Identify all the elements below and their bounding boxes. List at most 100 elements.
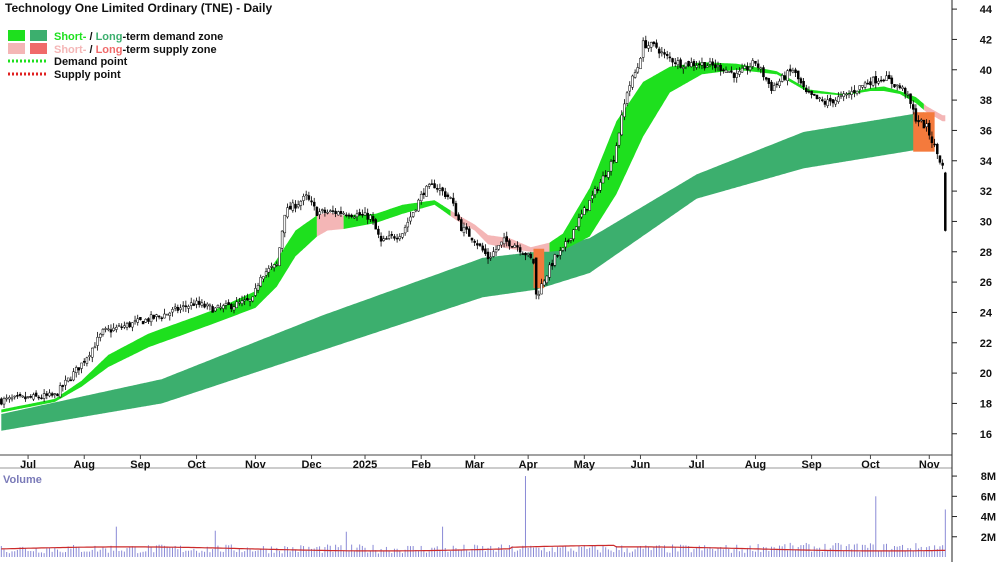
short-term-demand-zone-4 bbox=[549, 62, 924, 252]
y-tick-label: 16 bbox=[980, 429, 992, 441]
candle-body bbox=[911, 104, 915, 110]
candle-body bbox=[208, 304, 212, 307]
candle-body bbox=[195, 300, 198, 305]
candle-body bbox=[181, 305, 185, 307]
x-tick-label: Nov bbox=[919, 459, 941, 471]
candle-body bbox=[414, 209, 418, 212]
candle-body bbox=[385, 238, 388, 240]
candle-body bbox=[711, 61, 714, 66]
candle-body bbox=[815, 94, 819, 100]
x-tick-label: Jul bbox=[20, 459, 36, 471]
candle-body bbox=[163, 313, 166, 319]
candle-body bbox=[379, 235, 383, 242]
candle-body bbox=[288, 205, 292, 210]
y-tick-label: 42 bbox=[980, 34, 992, 46]
candle-body bbox=[853, 89, 856, 93]
candle-body bbox=[516, 245, 519, 248]
candle-body bbox=[152, 314, 156, 319]
candle-body bbox=[443, 191, 447, 197]
candle-body bbox=[526, 253, 530, 256]
candle-body bbox=[331, 210, 335, 212]
candle-body bbox=[139, 317, 142, 321]
candle-body bbox=[329, 210, 332, 213]
short-term-supply-zone-3 bbox=[450, 210, 550, 252]
candle-body bbox=[422, 192, 426, 196]
candle-body bbox=[251, 296, 254, 302]
x-tick-label: Mar bbox=[465, 459, 485, 471]
candle-body bbox=[542, 280, 546, 286]
candle-body bbox=[837, 96, 840, 102]
candle-body bbox=[93, 346, 97, 349]
x-tick-label: Jul bbox=[689, 459, 705, 471]
candle-body bbox=[254, 288, 257, 296]
candle-body bbox=[805, 87, 808, 93]
candle-body bbox=[890, 77, 894, 84]
candle-body bbox=[366, 212, 369, 220]
candle-body bbox=[355, 213, 359, 217]
candle-body bbox=[478, 243, 482, 246]
candle-body bbox=[537, 294, 541, 296]
candle-body bbox=[607, 171, 610, 178]
candle-body bbox=[612, 159, 615, 162]
candle-body bbox=[37, 396, 41, 399]
candle-body bbox=[294, 203, 297, 209]
candle-body bbox=[387, 235, 391, 239]
chart-title: Technology One Limited Ordinary (TNE) - … bbox=[5, 1, 272, 15]
candle-body bbox=[468, 228, 471, 237]
candle-body bbox=[719, 64, 722, 71]
candle-body bbox=[2, 398, 6, 405]
long-term-demand-zone bbox=[1, 112, 924, 431]
candle-body bbox=[446, 194, 450, 197]
candle-body bbox=[690, 62, 693, 67]
candle-body bbox=[361, 213, 364, 216]
candle-body bbox=[633, 72, 637, 78]
candle-body bbox=[107, 328, 110, 331]
candle-body bbox=[623, 103, 626, 118]
candle-body bbox=[550, 263, 554, 267]
candle-body bbox=[524, 252, 527, 256]
candle-body bbox=[131, 322, 134, 328]
candle-body bbox=[187, 306, 190, 309]
candle-body bbox=[494, 249, 498, 253]
candle-body bbox=[13, 395, 16, 398]
candle-body bbox=[625, 92, 629, 104]
candle-body bbox=[200, 302, 204, 306]
candle-body bbox=[826, 99, 829, 106]
candle-body bbox=[115, 327, 118, 330]
candle-body bbox=[262, 276, 265, 280]
candle-body bbox=[40, 397, 43, 400]
candle-body bbox=[706, 65, 709, 68]
candle-body bbox=[521, 253, 525, 255]
candle-body bbox=[714, 64, 717, 69]
price-panel bbox=[0, 35, 952, 456]
candle-body bbox=[61, 385, 65, 387]
candle-body bbox=[620, 114, 623, 136]
candle-body bbox=[936, 143, 939, 155]
candle-body bbox=[101, 329, 105, 335]
candle-body bbox=[510, 246, 514, 248]
candle-body bbox=[676, 60, 680, 66]
candle-body bbox=[933, 143, 936, 146]
candle-body bbox=[476, 243, 479, 246]
y-tick-label: 34 bbox=[980, 156, 993, 168]
candle-body bbox=[534, 257, 538, 295]
candle-body bbox=[754, 60, 757, 64]
candle-body bbox=[652, 41, 656, 45]
candle-body bbox=[500, 241, 503, 246]
candle-body bbox=[484, 248, 487, 255]
candle-body bbox=[764, 77, 768, 80]
candle-body bbox=[246, 298, 249, 301]
candle-body bbox=[879, 79, 883, 82]
candle-body bbox=[235, 301, 238, 308]
candle-body bbox=[184, 305, 188, 308]
legend-long-swatch-1 bbox=[30, 43, 47, 54]
candle-body bbox=[339, 211, 343, 214]
candle-body bbox=[398, 236, 402, 240]
candle-body bbox=[644, 40, 648, 49]
candle-body bbox=[874, 76, 878, 84]
candle-body bbox=[307, 195, 311, 200]
candle-body bbox=[649, 42, 653, 48]
candle-body bbox=[50, 393, 54, 396]
